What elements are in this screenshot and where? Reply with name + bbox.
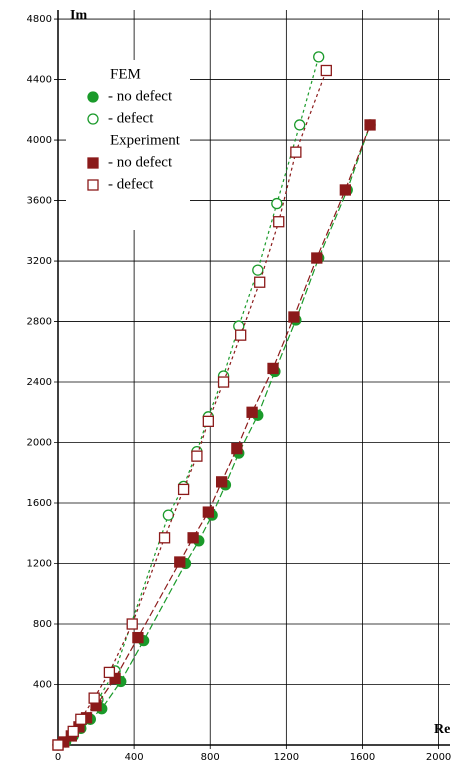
y-tick-label: 3600 — [27, 196, 52, 207]
y-tick-label: 4800 — [27, 14, 52, 25]
marker — [174, 556, 186, 568]
x-tick-label: 400 — [125, 752, 144, 762]
marker — [320, 64, 332, 77]
marker — [217, 376, 230, 388]
y-axis-label: Im — [70, 8, 87, 23]
legend-label: - defect — [108, 176, 154, 192]
x-tick-label: 0 — [55, 752, 61, 762]
y-tick-label: 2800 — [27, 317, 52, 328]
grid — [54, 10, 450, 749]
legend-label: - no defect — [108, 154, 173, 170]
marker — [216, 476, 228, 488]
marker — [158, 532, 171, 544]
y-tick-label: 800 — [33, 619, 52, 630]
x-tick-label: 1200 — [274, 752, 299, 762]
marker — [364, 119, 376, 131]
legend-box — [66, 60, 190, 230]
marker — [109, 672, 121, 685]
legend-group-title: FEM — [110, 66, 141, 82]
legend-label: - defect — [108, 110, 154, 126]
marker — [311, 252, 323, 264]
marker — [87, 179, 99, 191]
marker — [231, 442, 243, 455]
legend-label: - no defect — [108, 88, 173, 104]
marker — [235, 329, 247, 341]
marker — [339, 184, 351, 196]
y-tick-label: 2000 — [27, 438, 52, 449]
legend: FEM - no defect - defect Experiment - no def… — [66, 60, 190, 230]
x-tick-label: 2000 — [426, 752, 451, 762]
marker — [252, 264, 264, 276]
y-tick-label: 1600 — [27, 498, 52, 509]
marker — [288, 311, 300, 323]
marker — [132, 631, 144, 644]
marker — [202, 415, 214, 428]
y-tick-label: 4000 — [27, 135, 52, 146]
marker — [103, 666, 116, 679]
x-tick-label: 1600 — [350, 752, 375, 762]
y-tick-label: 2400 — [27, 377, 52, 388]
marker — [254, 276, 266, 288]
marker — [191, 450, 203, 462]
marker — [294, 119, 306, 131]
marker — [67, 725, 79, 738]
marker — [273, 216, 285, 228]
y-tick-label: 400 — [33, 680, 52, 691]
x-tick-label: 800 — [201, 752, 220, 762]
x-axis-label: Re — [434, 722, 450, 737]
marker — [75, 713, 87, 725]
marker — [187, 532, 199, 544]
marker — [202, 506, 214, 518]
marker — [52, 739, 64, 751]
marker — [88, 692, 100, 704]
marker — [246, 406, 258, 418]
marker — [267, 362, 279, 375]
marker — [313, 51, 325, 63]
legend-group-title: Experiment — [110, 132, 181, 148]
y-tick-label: 4400 — [27, 75, 52, 86]
y-tick-label: 1200 — [27, 559, 52, 570]
marker — [87, 113, 99, 125]
marker — [177, 483, 190, 496]
marker — [271, 197, 283, 210]
marker — [126, 618, 138, 630]
y-tick-label: 3200 — [27, 256, 52, 267]
marker — [162, 509, 175, 521]
marker — [290, 146, 302, 158]
marker — [87, 157, 99, 169]
marker — [87, 91, 99, 103]
